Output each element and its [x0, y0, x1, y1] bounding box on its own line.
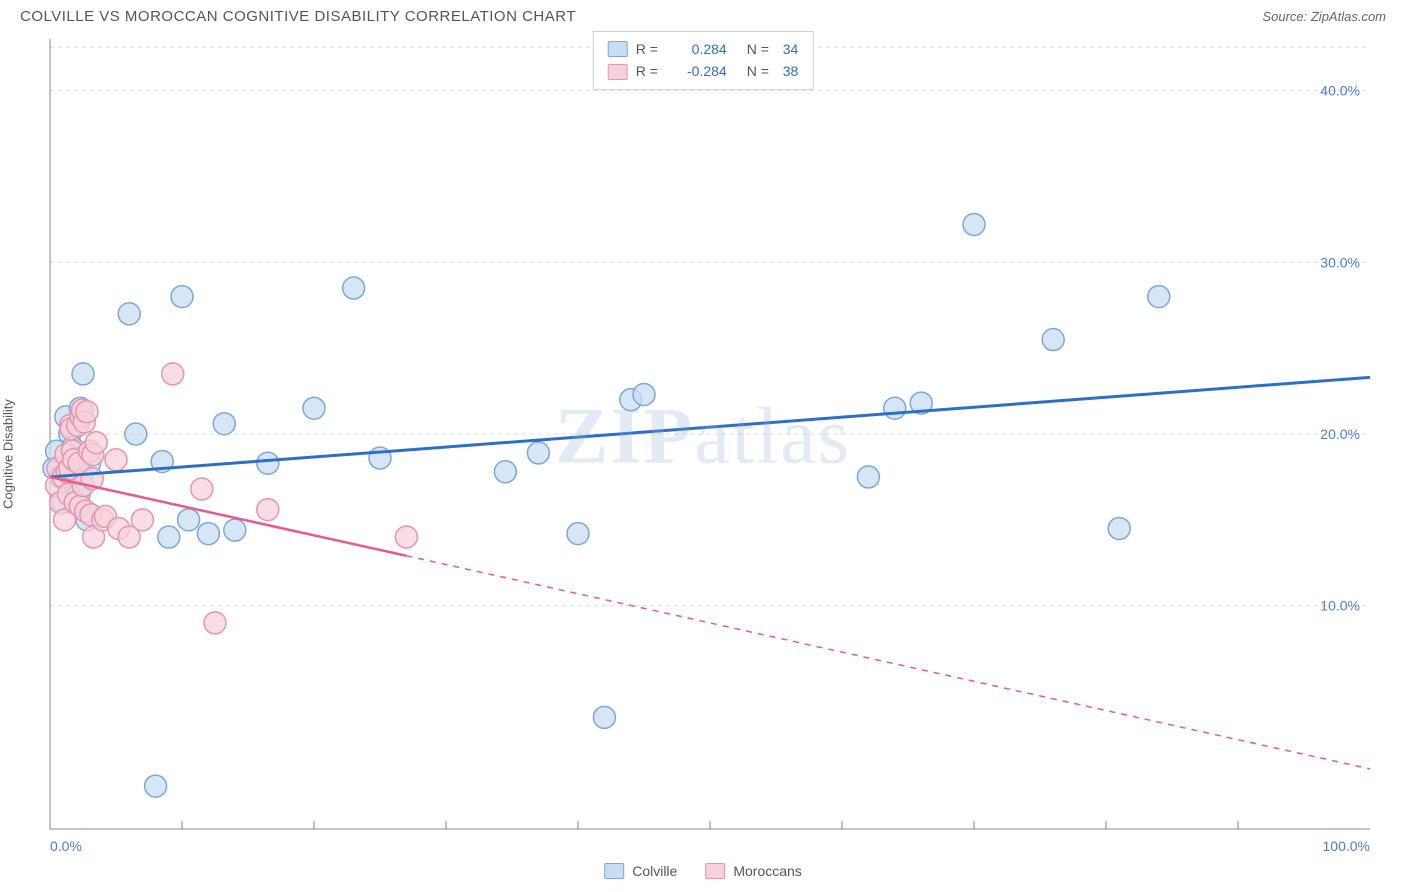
- legend-swatch: [608, 41, 628, 57]
- legend-item: Colville: [604, 863, 677, 879]
- svg-text:10.0%: 10.0%: [1320, 598, 1360, 614]
- data-point: [85, 432, 107, 454]
- data-point: [162, 363, 184, 385]
- legend-row: R = -0.284 N = 38: [608, 60, 799, 82]
- legend-r-value: -0.284: [672, 60, 727, 82]
- svg-text:0.0%: 0.0%: [50, 838, 82, 854]
- scatter-chart: 10.0% 20.0% 30.0% 40.0% 0.0% 100.0%: [0, 29, 1406, 879]
- data-point: [125, 423, 147, 445]
- data-point: [884, 397, 906, 419]
- data-point: [72, 363, 94, 385]
- legend-r-label: R =: [636, 60, 664, 82]
- data-point: [257, 452, 279, 474]
- legend-row: R = 0.284 N = 34: [608, 38, 799, 60]
- data-point: [145, 775, 167, 797]
- data-point: [197, 523, 219, 545]
- data-point: [178, 509, 200, 531]
- svg-text:40.0%: 40.0%: [1320, 83, 1360, 99]
- data-point: [494, 461, 516, 483]
- svg-text:100.0%: 100.0%: [1323, 838, 1370, 854]
- legend-n-label: N =: [747, 60, 775, 82]
- header-row: COLVILLE VS MOROCCAN COGNITIVE DISABILIT…: [0, 0, 1406, 29]
- legend-r-label: R =: [636, 38, 664, 60]
- data-point: [633, 384, 655, 406]
- data-point: [158, 526, 180, 548]
- data-point: [395, 526, 417, 548]
- data-point: [567, 523, 589, 545]
- data-point: [131, 509, 153, 531]
- svg-text:20.0%: 20.0%: [1320, 426, 1360, 442]
- data-point: [191, 478, 213, 500]
- chart-title: COLVILLE VS MOROCCAN COGNITIVE DISABILIT…: [20, 8, 576, 25]
- trend-line: [50, 377, 1370, 477]
- data-point: [224, 519, 246, 541]
- data-point: [171, 286, 193, 308]
- svg-text:30.0%: 30.0%: [1320, 254, 1360, 270]
- source-label: Source: ZipAtlas.com: [1262, 9, 1386, 24]
- data-point: [343, 277, 365, 299]
- data-point: [76, 401, 98, 423]
- legend-n-value: 34: [783, 38, 799, 60]
- correlation-legend: R = 0.284 N = 34 R = -0.284 N = 38: [593, 31, 814, 90]
- data-point: [204, 612, 226, 634]
- data-point: [1148, 286, 1170, 308]
- data-point: [963, 213, 985, 235]
- chart-container: Cognitive Disability ZIPatlas 10.0%20.0%…: [0, 29, 1406, 879]
- legend-series-label: Colville: [632, 863, 677, 879]
- data-point: [857, 466, 879, 488]
- trend-line-projection: [406, 556, 1370, 769]
- legend-r-value: 0.284: [672, 38, 727, 60]
- legend-item: Moroccans: [705, 863, 801, 879]
- data-point: [213, 413, 235, 435]
- legend-swatch: [705, 863, 725, 879]
- data-point: [527, 442, 549, 464]
- legend-swatch: [608, 64, 628, 80]
- data-point: [593, 706, 615, 728]
- legend-series-label: Moroccans: [733, 863, 801, 879]
- data-point: [303, 397, 325, 419]
- data-point: [105, 449, 127, 471]
- data-point: [1108, 517, 1130, 539]
- data-point: [118, 303, 140, 325]
- y-axis-label: Cognitive Disability: [1, 399, 16, 509]
- legend-n-label: N =: [747, 38, 775, 60]
- legend-n-value: 38: [783, 60, 799, 82]
- data-point: [1042, 329, 1064, 351]
- legend-swatch: [604, 863, 624, 879]
- series-legend: Colville Moroccans: [604, 863, 802, 879]
- data-point: [257, 499, 279, 521]
